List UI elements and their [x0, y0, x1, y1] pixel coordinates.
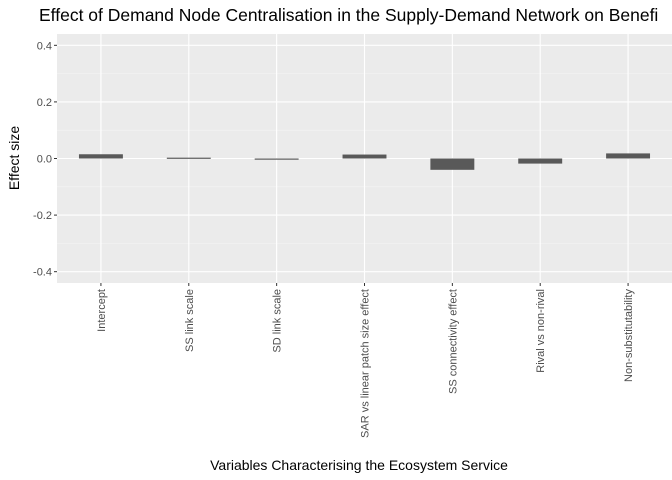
y-tick-label: 0.0	[37, 154, 52, 166]
x-tick-label: SS connectivity effect	[447, 289, 459, 394]
y-axis: -0.4 -0.2 0.0 0.2 0.4	[33, 40, 57, 279]
chart-title: Effect of Demand Node Centralisation in …	[39, 5, 658, 25]
x-axis-title: Variables Characterising the Ecosystem S…	[210, 457, 508, 473]
bar-7	[606, 153, 651, 159]
y-tick-label: 0.4	[37, 40, 52, 52]
x-axis: Intercept SS link scale SD link scale SAR v…	[96, 283, 635, 438]
x-tick-label: Rival vs non-rival	[535, 289, 547, 373]
x-tick-label: SS link scale	[184, 289, 196, 352]
bar-4	[342, 154, 387, 159]
bar-3	[254, 158, 299, 160]
bar-2	[166, 157, 211, 159]
bar-6	[518, 158, 563, 164]
y-tick-label: -0.4	[33, 267, 52, 279]
x-tick-label: Intercept	[96, 289, 108, 332]
bar-1	[78, 154, 123, 159]
bar-5	[430, 158, 475, 170]
x-tick-label: SAR vs linear patch size effect	[360, 289, 372, 438]
bars	[78, 153, 651, 170]
y-tick-label: 0.2	[37, 97, 52, 109]
y-tick-label: -0.2	[33, 210, 52, 222]
y-axis-title: Effect size	[6, 126, 22, 191]
x-tick-label: Non-substitutability	[623, 289, 635, 382]
x-tick-label: SD link scale	[272, 289, 284, 353]
